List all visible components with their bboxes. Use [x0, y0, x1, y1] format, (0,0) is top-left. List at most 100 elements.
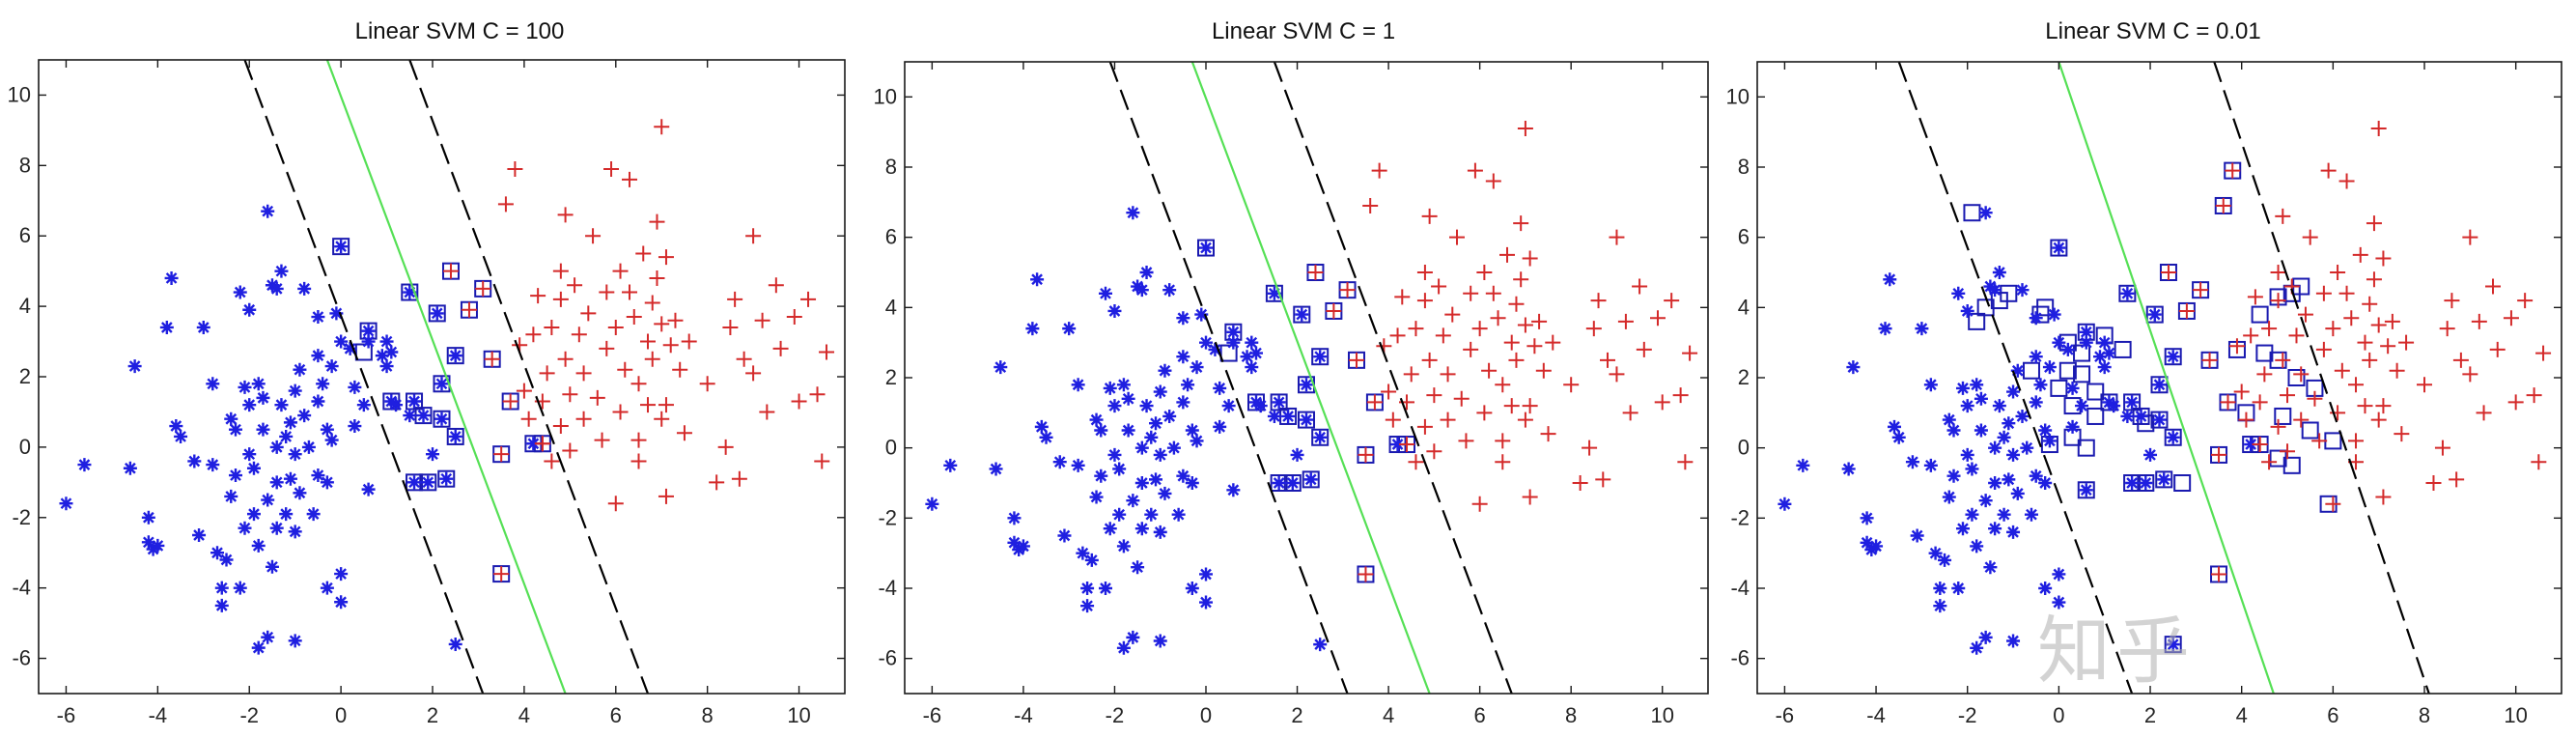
x-tick-label: 2 — [1291, 703, 1302, 727]
class-a-point — [1099, 582, 1112, 595]
class-b-point — [525, 326, 542, 343]
class-a-point — [1034, 419, 1049, 434]
class-a-point — [283, 415, 297, 430]
y-tick-label: 2 — [19, 364, 31, 388]
class-a-point — [2166, 350, 2180, 364]
class-b-point — [557, 351, 574, 367]
class-a-point — [1300, 378, 1313, 392]
class-a-point — [2139, 476, 2153, 490]
class-a-point — [1970, 378, 1984, 392]
class-b-point — [539, 365, 555, 382]
class-a-point — [238, 380, 252, 394]
class-b-point — [722, 319, 739, 335]
class-a-point — [238, 521, 252, 535]
class-b-point — [2471, 313, 2487, 329]
support-vector-marker — [1311, 428, 1330, 446]
chart-panel-c-100: Linear SVM C = 100 -6 -4 -2 0 2 4 6 8 10 -6 -4 -2 0 2… — [8, 18, 846, 727]
class-b-point — [2247, 289, 2263, 305]
class-b-point — [662, 337, 679, 354]
class-a-point — [1923, 378, 1938, 392]
class-a-point — [233, 285, 247, 299]
support-vector-marker — [428, 304, 446, 323]
class-b-point — [1426, 443, 1442, 460]
support-vector-marker — [2077, 481, 2095, 499]
class-a-point — [1094, 423, 1108, 438]
class-a-point — [1126, 630, 1140, 644]
y-tick-label: -4 — [1730, 576, 1750, 600]
class-a-point — [1938, 553, 1952, 567]
class-a-point — [1139, 399, 1154, 413]
support-vector-marker — [2301, 421, 2319, 440]
class-a-point — [334, 595, 349, 610]
class-a-point — [1997, 507, 2011, 522]
class-a-point — [233, 581, 247, 595]
y-tick-label: 8 — [1738, 155, 1750, 179]
class-a-point — [311, 349, 325, 363]
class-a-point — [288, 447, 302, 462]
support-vector-marker — [2287, 369, 2306, 386]
class-a-point — [256, 390, 270, 405]
y-tick-label: -4 — [12, 576, 31, 600]
class-a-point — [251, 538, 266, 553]
class-b-point — [594, 432, 610, 448]
class-a-point — [1162, 283, 1177, 298]
class-a-point — [1121, 391, 1135, 406]
class-b-point — [1416, 293, 1433, 309]
class-a-point — [1153, 525, 1167, 539]
class-a-point — [1946, 468, 1961, 483]
class-a-point — [426, 447, 440, 462]
class-a-point — [2015, 409, 2030, 423]
class-b-point — [745, 228, 762, 244]
class-a-point — [1116, 539, 1131, 554]
class-b-point — [630, 453, 647, 469]
margin-line — [243, 60, 485, 694]
y-tick-label: 2 — [1738, 365, 1750, 389]
class-a-point — [1997, 430, 2011, 444]
class-a-point — [210, 546, 225, 560]
support-vector-marker — [2164, 636, 2182, 654]
class-a-point — [1905, 455, 1919, 469]
class-b-point — [617, 361, 633, 378]
x-tick-label: 10 — [2504, 703, 2527, 727]
class-b-point — [589, 389, 605, 406]
y-tick-label: 6 — [19, 223, 31, 247]
class-a-point — [1176, 468, 1190, 483]
class-b-point — [814, 453, 830, 469]
class-b-point — [442, 263, 459, 279]
class-a-point — [1134, 283, 1149, 298]
class-a-point — [1181, 378, 1195, 392]
class-b-point — [1672, 387, 1689, 404]
support-vector-marker — [2118, 284, 2137, 302]
class-b-point — [2193, 282, 2209, 298]
class-b-point — [1531, 313, 1548, 329]
class-a-point — [1094, 468, 1108, 483]
support-vector-marker — [2150, 411, 2169, 429]
class-a-point — [2006, 634, 2021, 648]
class-a-point — [269, 475, 284, 490]
class-a-point — [448, 429, 462, 443]
class-a-point — [1134, 440, 1149, 455]
y-tick-label: 10 — [1726, 84, 1750, 108]
class-b-point — [2343, 310, 2360, 326]
class-b-point — [1394, 289, 1411, 305]
class-b-point — [2307, 390, 2323, 407]
class-b-point — [1617, 313, 1634, 329]
class-b-point — [786, 309, 802, 326]
decision-boundary-line — [2058, 62, 2275, 694]
class-a-point — [251, 640, 266, 655]
class-b-point — [2261, 454, 2278, 470]
y-tick-label: 0 — [1738, 436, 1750, 460]
class-a-point — [430, 306, 444, 321]
class-a-point — [526, 437, 541, 451]
class-a-point — [1970, 640, 1984, 655]
class-b-point — [2531, 454, 2547, 470]
class-b-point — [2434, 440, 2450, 456]
class-a-point — [2052, 335, 2066, 350]
class-a-point — [274, 264, 289, 278]
class-b-point — [2330, 265, 2346, 280]
class-a-point — [384, 345, 399, 359]
class-a-point — [434, 412, 449, 426]
class-a-point — [2244, 438, 2258, 452]
class-a-point — [159, 320, 174, 334]
class-b-point — [1444, 306, 1461, 323]
